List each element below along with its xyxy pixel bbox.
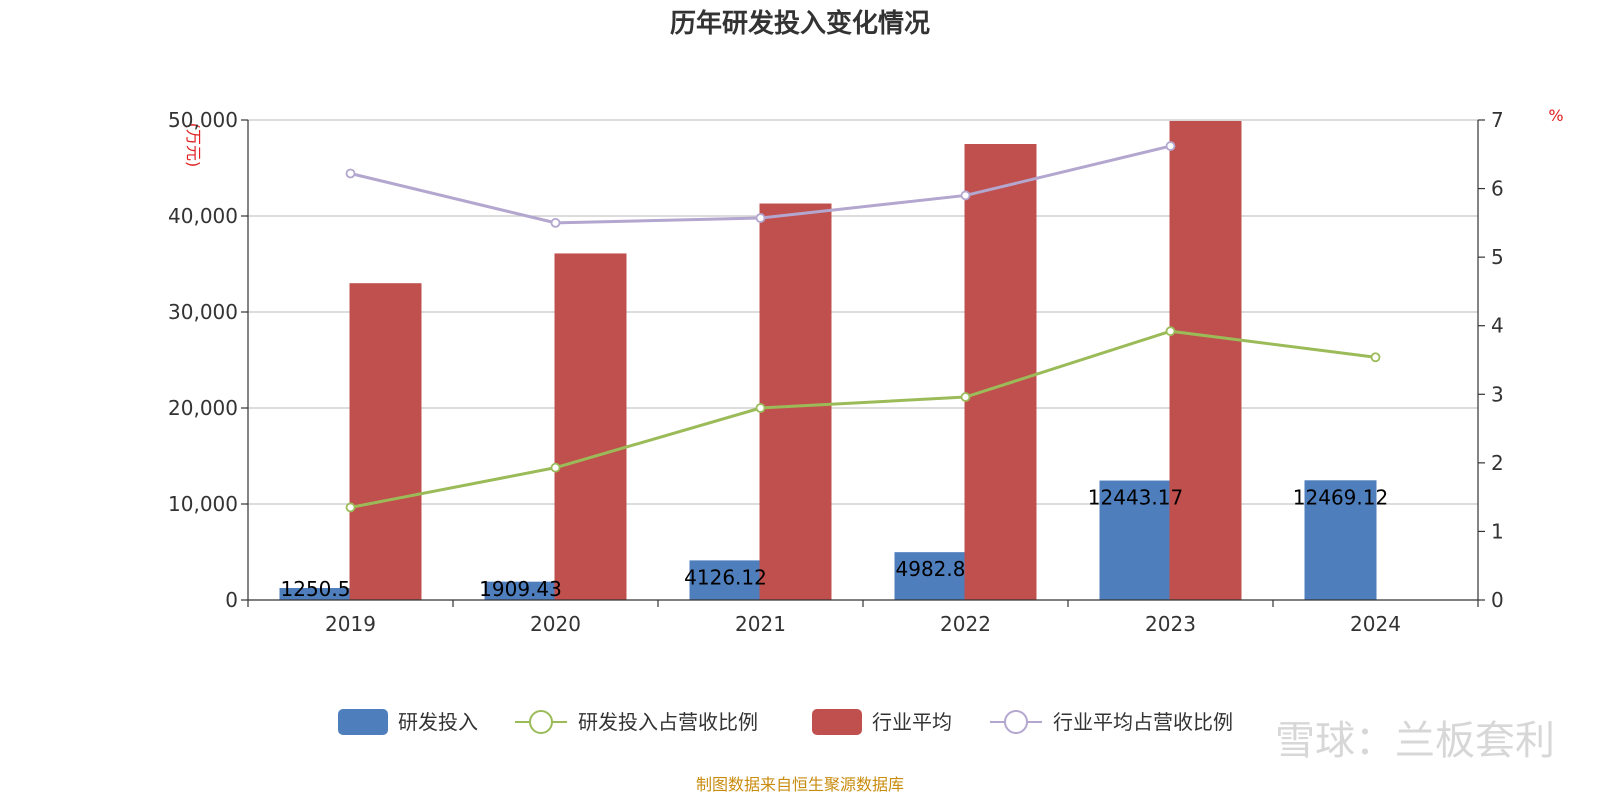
- legend-swatch: [338, 709, 388, 735]
- data-label: 4126.12: [684, 565, 767, 589]
- data-labels: 1250.5 1909.43 4126.12 4982.8 12443.17 12469.…: [281, 485, 1389, 601]
- bar-rd-investment: [279, 587, 352, 600]
- x-tick-label: 2019: [325, 612, 376, 636]
- y-left-tick-label: 0: [225, 588, 238, 612]
- axes: 0 10,000 20,000 30,000 40,000 50,000 0 1 2 3 4 5 6 7 2…: [168, 108, 1504, 636]
- bar-industry-average: [554, 253, 627, 600]
- data-label: 1909.43: [479, 577, 562, 601]
- x-tick-label: 2020: [530, 612, 581, 636]
- bar-rd-investment: [1099, 480, 1172, 600]
- y-right-tick-label: 1: [1491, 519, 1504, 543]
- chart-title: 历年研发投入变化情况: [670, 8, 930, 39]
- x-tick-label: 2024: [1350, 612, 1401, 636]
- grid-lines: [248, 119, 1478, 505]
- bar-industry-average: [964, 144, 1037, 600]
- line-point: [345, 502, 356, 513]
- y-left-tick-label: 20,000: [168, 396, 238, 420]
- bar-industry-average: [759, 203, 832, 600]
- x-tick-label: 2022: [940, 612, 991, 636]
- line-point: [960, 190, 971, 201]
- data-label: 4982.8: [896, 557, 966, 581]
- y-left-tick-label: 50,000: [168, 108, 238, 132]
- bars: [279, 120, 1377, 601]
- y-right-tick-label: 7: [1491, 108, 1504, 132]
- y-right-tick-label: 2: [1491, 451, 1504, 475]
- line-rd-ratio: [350, 329, 1376, 509]
- watermark: 雪球：兰板套利: [1275, 718, 1555, 764]
- source-note: 制图数据来自恒生聚源数据库: [696, 775, 904, 794]
- legend-label: 研发投入占营收比例: [578, 710, 758, 734]
- data-label: 12443.17: [1088, 486, 1183, 510]
- legend-label: 行业平均占营收比例: [1053, 710, 1233, 734]
- data-label: 1250.5: [281, 577, 351, 601]
- series-lines: [345, 141, 1381, 513]
- y-right-tick-label: 6: [1491, 177, 1504, 201]
- legend-swatch: [812, 709, 862, 735]
- legend-swatch-marker: [1004, 710, 1028, 734]
- bar-rd-investment: [689, 560, 762, 600]
- bar-industry-average: [1169, 120, 1242, 601]
- line-point: [960, 392, 971, 402]
- bar-industry-average: [349, 283, 422, 600]
- line-point: [1165, 141, 1176, 151]
- legend-label: 研发投入: [398, 710, 478, 734]
- y-right-tick-label: 0: [1491, 588, 1504, 612]
- legend: 研发投入 研发投入占营收比例 行业平均 行业平均占营收比例: [338, 709, 1233, 735]
- legend-swatch-marker: [529, 710, 553, 734]
- line-point: [755, 213, 766, 223]
- line-point: [1165, 326, 1176, 337]
- x-tick-label: 2021: [735, 612, 786, 636]
- y-right-tick-label: 3: [1491, 382, 1504, 406]
- y-left-tick-label: 40,000: [168, 204, 238, 228]
- bar-rd-investment: [894, 552, 967, 600]
- x-tick-label: 2023: [1145, 612, 1196, 636]
- data-label: 12469.12: [1293, 485, 1388, 509]
- y-right-tick-label: 4: [1491, 314, 1504, 338]
- y-left-unit-label: (万元): [184, 123, 203, 168]
- line-point: [1370, 352, 1381, 363]
- y-left-tick-label: 10,000: [168, 492, 238, 516]
- line-point: [550, 217, 561, 228]
- bar-rd-investment: [484, 581, 557, 600]
- y-right-tick-label: 5: [1491, 245, 1504, 269]
- y-left-tick-label: 30,000: [168, 300, 238, 324]
- line-point: [550, 462, 561, 473]
- line-point: [345, 168, 356, 179]
- legend-label: 行业平均: [872, 710, 952, 734]
- y-right-unit-label: %: [1548, 106, 1563, 125]
- bar-rd-investment: [1304, 480, 1377, 600]
- line-point: [755, 403, 766, 413]
